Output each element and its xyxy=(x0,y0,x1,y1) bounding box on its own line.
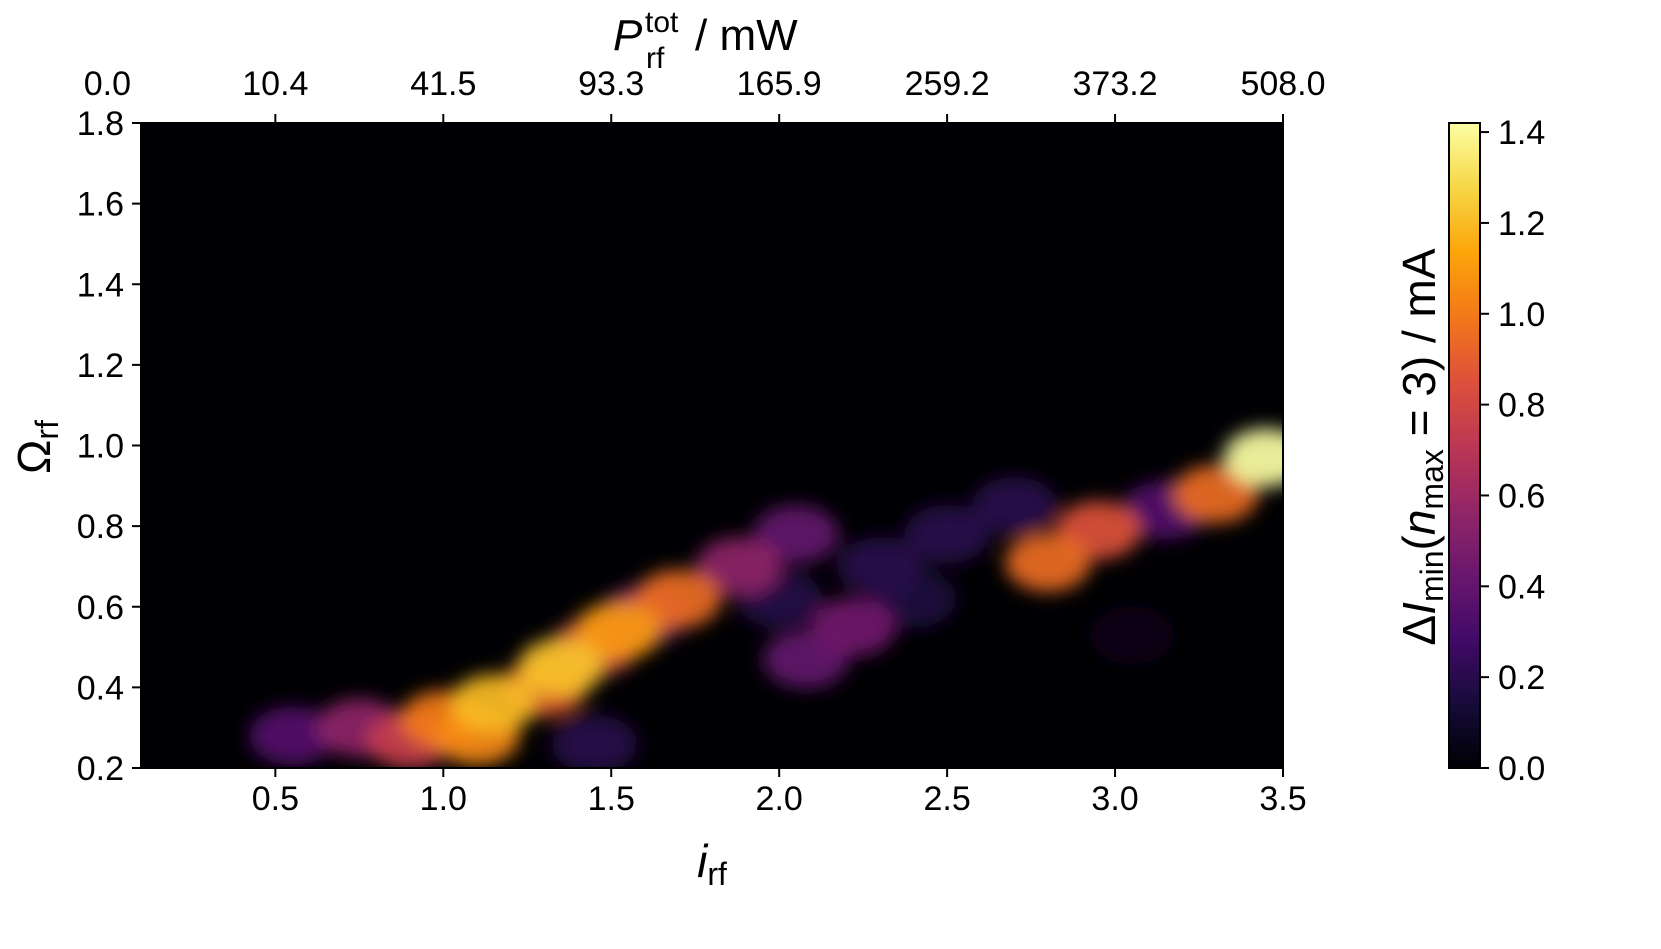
heatmap-cell xyxy=(904,505,990,564)
top-tick-label: 0.0 xyxy=(84,65,131,103)
top-axis-label-sup: tot xyxy=(645,6,679,39)
heatmap-cell xyxy=(575,601,661,661)
colorbar-tick-label: 0.2 xyxy=(1498,659,1545,697)
x-tick-label: 0.5 xyxy=(252,780,299,818)
y-axis-label: Ωrf xyxy=(8,420,65,474)
y-tick-label: 1.8 xyxy=(77,105,124,143)
y-tick-label: 0.6 xyxy=(77,589,124,627)
colorbar-tick-label: 0.0 xyxy=(1498,750,1545,788)
x-tick-label: 3.0 xyxy=(1091,780,1138,818)
top-tick-label: 373.2 xyxy=(1073,65,1158,103)
heatmap-cell xyxy=(450,674,537,733)
y-tick-label: 0.8 xyxy=(77,508,124,546)
top-tick-label: 165.9 xyxy=(737,65,822,103)
heatmap-cell xyxy=(1005,533,1091,592)
colorbar-tick-label: 1.0 xyxy=(1498,296,1545,334)
colorbar-gradient xyxy=(1448,122,1481,769)
heatmap-cell xyxy=(837,537,923,596)
plot-background xyxy=(141,123,1283,768)
y-axis-left: 0.2 0.4 0.6 0.8 1.0 1.2 1.4 1.6 1.8 xyxy=(77,105,141,788)
heatmap-cell xyxy=(1173,464,1259,523)
heat-layer xyxy=(249,428,1283,768)
y-tick-label: 1.4 xyxy=(77,266,124,304)
colorbar-label: ΔImin(nmax = 3) / mA xyxy=(1393,248,1450,645)
x-axis-bottom: 0.5 1.0 1.5 2.0 2.5 3.0 3.5 xyxy=(252,768,1307,818)
x-axis-label: irf xyxy=(697,835,727,892)
y-tick-label: 0.4 xyxy=(77,669,124,707)
colorbar-tick-label: 0.8 xyxy=(1498,387,1545,425)
y-tick-label: 0.2 xyxy=(77,750,124,788)
top-axis-label-sub: rf xyxy=(646,42,665,75)
top-tick-label: 10.4 xyxy=(242,65,308,103)
heatmap-cell xyxy=(753,505,839,564)
heatmap-cell xyxy=(696,537,782,596)
colorbar-tick-label: 1.2 xyxy=(1498,205,1545,243)
heatmap-cell xyxy=(518,638,604,697)
top-tick-label: 93.3 xyxy=(578,65,644,103)
x-tick-label: 2.5 xyxy=(923,780,970,818)
heatmap-cell xyxy=(971,476,1058,536)
colorbar-tick-label: 1.4 xyxy=(1498,114,1545,152)
heatmap-cell xyxy=(635,569,722,628)
x-tick-label: 3.5 xyxy=(1259,780,1306,818)
colorbar-ticks: 0.0 0.2 0.4 0.6 0.8 1.0 1.2 1.4 xyxy=(1480,114,1545,788)
x-tick-label: 2.0 xyxy=(756,780,803,818)
x-axis-top: 0.0 10.4 41.5 93.3 165.9 259.2 373.2 508.0 xyxy=(84,65,1326,123)
x-tick-label: 1.5 xyxy=(588,780,635,818)
colorbar-tick-label: 0.6 xyxy=(1498,477,1545,515)
top-tick-label: 508.0 xyxy=(1240,65,1325,103)
y-tick-label: 1.0 xyxy=(77,428,124,466)
colorbar: 0.0 0.2 0.4 0.6 0.8 1.0 1.2 1.4 xyxy=(1448,114,1545,788)
y-tick-label: 1.2 xyxy=(77,347,124,385)
top-axis-label-unit: / mW xyxy=(695,11,798,60)
heatmap-cell xyxy=(551,714,638,768)
top-tick-label: 41.5 xyxy=(410,65,476,103)
plot-area xyxy=(140,122,1284,769)
colorbar-tick-label: 0.4 xyxy=(1498,568,1545,606)
heatmap-cell xyxy=(810,597,896,657)
y-tick-label: 1.6 xyxy=(77,186,124,224)
x-tick-label: 1.0 xyxy=(420,780,467,818)
heatmap-cell xyxy=(1223,428,1283,487)
top-tick-label: 259.2 xyxy=(905,65,990,103)
heatmap-cell xyxy=(249,706,335,765)
heatmap-cell xyxy=(1089,605,1175,665)
top-axis-label: P xyxy=(613,11,643,60)
